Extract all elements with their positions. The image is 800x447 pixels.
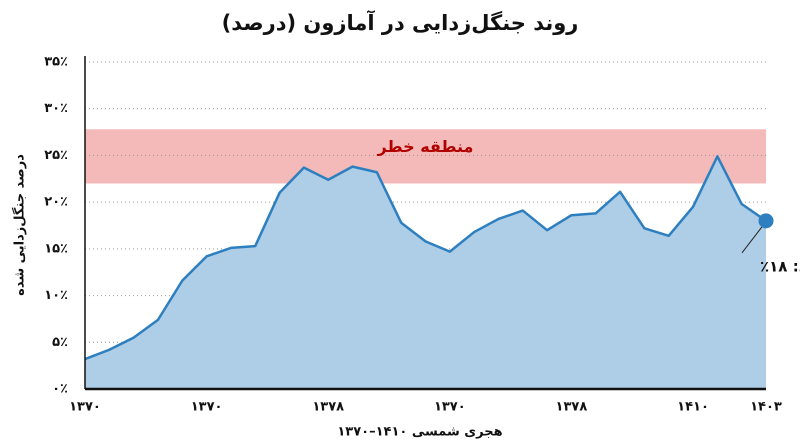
y-axis-label: درصد جنگل‌زدایی شده <box>12 154 28 296</box>
y-tick-label: ۳۵٪ <box>44 55 68 70</box>
x-tick-label: ۱۴۰۳ <box>750 400 782 415</box>
x-axis-label: ۱۳۷۰–۱۴۱۰ هجری شمسی <box>337 425 502 440</box>
y-tick-label: ۱۵٪ <box>44 241 68 256</box>
y-tick-label: ۱۰٪ <box>44 288 68 303</box>
chart-title: روند جنگل‌زدایی در آمازون (درصد) <box>222 10 579 35</box>
line <box>84 155 767 361</box>
danger-zone <box>85 129 766 184</box>
y-tick-label: ۲۵٪ <box>44 148 68 163</box>
x-tick-label: ۱۳۷۰ <box>69 400 101 415</box>
x-tick-label: ۱۳۷۸ <box>312 400 344 415</box>
y-tick-label: ۲۰٪ <box>44 195 68 210</box>
x-tick-label: ۱۴۱۰ <box>677 400 709 415</box>
x-tick-label: ۱۳۷۰ <box>191 400 223 415</box>
y-tick-label: ۳۰٪ <box>44 101 68 116</box>
x-tick-label: ۱۳۷۸ <box>556 400 588 415</box>
y-tick-label: ۰٪ <box>52 382 68 397</box>
y-tick-label: ۵٪ <box>52 335 68 350</box>
danger-zone-label: منطقه خطر <box>377 137 474 156</box>
area <box>85 156 766 389</box>
x-tick-label: ۱۳۷۰ <box>434 400 466 415</box>
current-point <box>758 213 774 229</box>
annotation-leader <box>741 226 763 254</box>
annotation: نقطه فعلی: ۱۸٪ <box>760 257 800 275</box>
